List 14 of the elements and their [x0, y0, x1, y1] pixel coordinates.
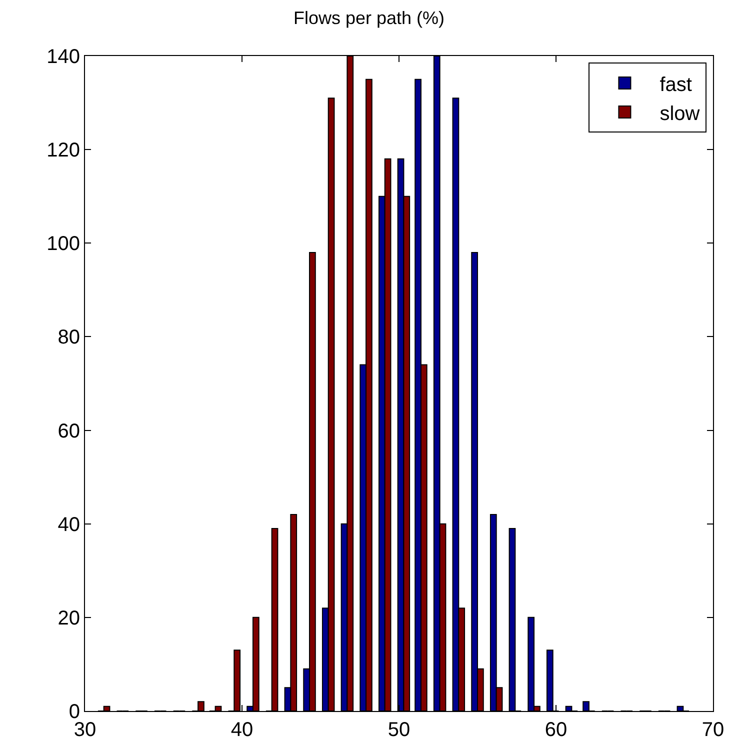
y-tick-label: 100 [46, 233, 80, 256]
x-tick-label: 40 [230, 719, 254, 741]
x-tick-label: 70 [702, 719, 724, 741]
chart-title: Flows per path (%) [293, 8, 445, 28]
y-tick-label: 120 [46, 140, 80, 162]
y-tick-label: 80 [58, 326, 80, 349]
x-tick-label: 60 [544, 719, 568, 741]
x-tick-label: 50 [388, 719, 410, 741]
y-tick-label: 60 [58, 420, 80, 442]
y-tick-label: 40 [58, 514, 80, 536]
y-tick-label: 20 [58, 607, 80, 630]
legend-label: slow [660, 102, 700, 125]
y-tick-label: 140 [46, 46, 80, 68]
legend-label: fast [660, 74, 692, 96]
